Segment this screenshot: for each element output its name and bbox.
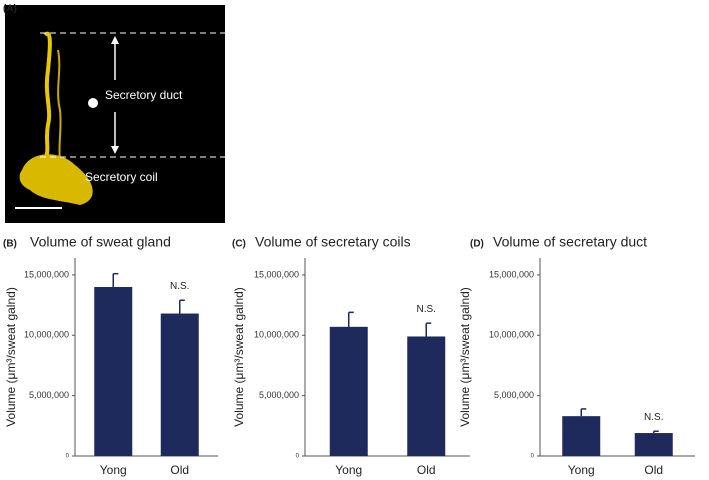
annotation: N.S. [170,281,189,292]
duct-shape [57,49,62,161]
bar [160,313,199,456]
x-tick-label: Yong [568,463,595,477]
y-tick-label: 15,000,000 [489,269,534,279]
panel-label: (C) [232,239,246,250]
y-tick-label: 15,000,000 [254,269,299,279]
y-tick-label: 0 [66,454,70,460]
coil-shape [19,154,93,205]
duct-shape [43,31,52,161]
y-tick-label: 10,000,000 [24,330,69,340]
annotation: N.S. [644,412,663,423]
x-tick-label: Yong [100,463,127,477]
y-tick-label: 5,000,000 [29,390,69,400]
annotation: Secretory duct [105,88,183,102]
y-tick-label: 0 [296,454,300,460]
panel-label: (A) [3,4,17,15]
panel-label: (B) [3,239,17,250]
chart-title: Volume of secretary coils [255,234,411,250]
x-tick-label: Old [417,463,436,477]
annotation: Secretory coil [85,170,158,184]
y-tick-label: 0 [531,454,535,460]
y-tick-label: 5,000,000 [259,390,299,400]
bar [562,416,601,456]
y-tick-label: 10,000,000 [254,330,299,340]
x-tick-label: Old [170,463,189,477]
bar [329,326,368,456]
bar [94,286,133,456]
bar [407,336,446,456]
panel-label: (D) [470,239,484,250]
y-tick-label: 10,000,000 [489,330,534,340]
y-axis-label: Volume (μm³/sweat galnd) [458,287,472,427]
x-tick-label: Yong [335,463,362,477]
y-axis-label: Volume (μm³/sweat galnd) [232,287,246,427]
marker-dot [88,98,98,108]
y-tick-label: 15,000,000 [24,269,69,279]
annotation: N.S. [417,304,436,315]
arrow-head [111,146,119,154]
panel-a: (A) Secretory duct Secretory coil [3,4,225,223]
chart-title: Volume of sweat gland [30,234,171,250]
y-tick-label: 5,000,000 [494,390,534,400]
y-axis-label: Volume (μm³/sweat galnd) [4,287,18,427]
bar [634,433,673,456]
arrow-head [111,36,119,44]
x-tick-label: Old [644,463,663,477]
chart-title: Volume of secretary duct [493,234,647,250]
